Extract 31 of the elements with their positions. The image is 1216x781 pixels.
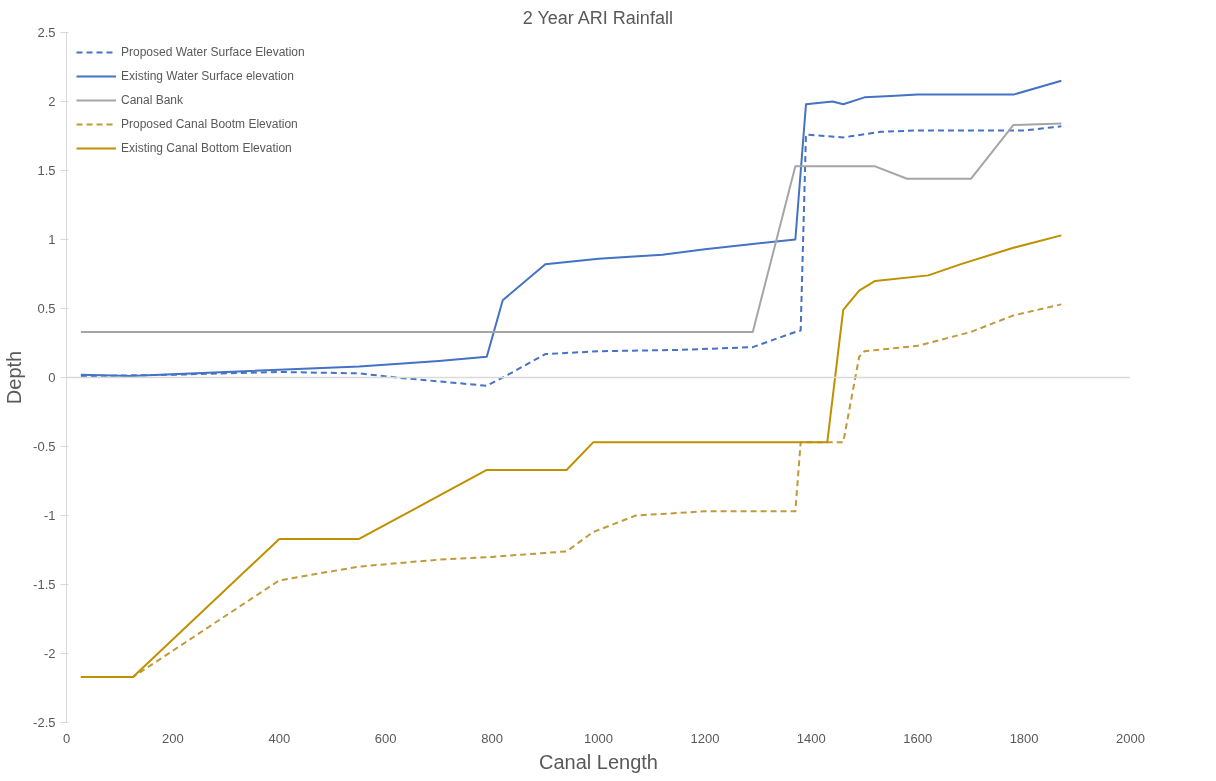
y-axis-title: Depth xyxy=(3,350,26,405)
x-tick-label: 600 xyxy=(374,730,397,746)
y-tick-label: -1 xyxy=(43,508,56,523)
y-tick-label: 1 xyxy=(48,232,56,247)
y-tick-label: -0.5 xyxy=(33,439,56,454)
x-tick-label: 400 xyxy=(268,730,291,746)
y-tick-label: 0.5 xyxy=(37,301,56,316)
legend-label: Proposed Water Surface Elevation xyxy=(121,45,305,59)
x-tick-label: 1800 xyxy=(1009,730,1039,746)
x-tick-label: 200 xyxy=(162,730,184,746)
y-tick-label: -2 xyxy=(43,646,56,661)
line-series xyxy=(79,234,1063,678)
x-tick-label: 0 xyxy=(62,730,71,746)
y-tick-label: -1.5 xyxy=(33,577,56,592)
x-tick-label: 1200 xyxy=(690,730,720,746)
legend-label: Canal Bank xyxy=(121,93,184,107)
legend-label: Existing Canal Bottom Elevation xyxy=(121,141,292,155)
legend-label: Existing Water Surface elevation xyxy=(121,69,294,83)
x-tick-label: 1400 xyxy=(796,730,826,746)
legend-label: Proposed Canal Bootm Elevation xyxy=(121,117,298,131)
y-tick-label: 1.5 xyxy=(37,163,56,178)
y-tick-label: 2.5 xyxy=(37,25,56,40)
y-tick-label: 0 xyxy=(48,370,56,385)
x-tick-label: 2000 xyxy=(1116,730,1145,746)
x-tick-label: 800 xyxy=(481,730,503,746)
x-tick-label: 1600 xyxy=(903,730,933,746)
chart-title: 2 Year ARI Rainfall xyxy=(522,7,673,28)
x-axis-title: Canal Length xyxy=(539,750,658,773)
x-tick-label: 1000 xyxy=(584,730,613,746)
y-tick-label: 2 xyxy=(48,94,56,109)
y-tick-label: -2.5 xyxy=(33,715,56,730)
